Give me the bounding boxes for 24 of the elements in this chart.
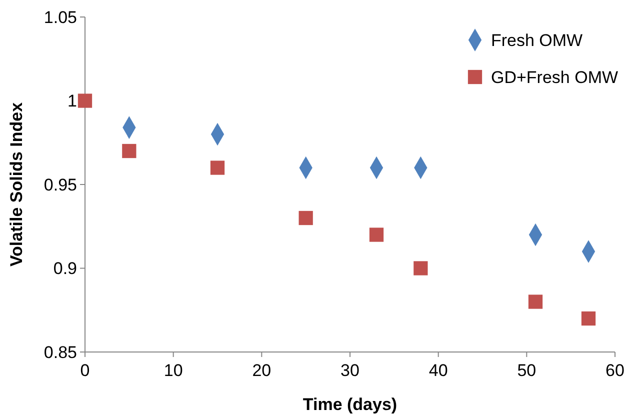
point [122,144,136,158]
y-tick-label: 1 [68,92,77,111]
y-tick-label: 1.05 [44,8,77,27]
point [298,210,313,226]
y-axis-title: Volatile Solids Index [7,102,26,267]
point [78,94,92,108]
x-tick-label: 10 [164,361,183,380]
point [581,311,596,326]
y-tick-label: 0.95 [44,175,77,194]
point [414,261,428,276]
x-tick-label: 60 [606,361,624,380]
x-tick-label: 40 [428,361,448,380]
legend-label: Fresh OMW [491,30,583,50]
y-tick-label: 0.85 [44,342,77,362]
x-tick-label: 0 [80,361,90,380]
y-tick-label: 0.9 [53,259,77,278]
x-tick-label: 30 [340,361,360,380]
legend-label: GD+Fresh OMW [491,68,618,87]
point [528,294,543,309]
point [369,228,384,242]
x-tick-label: 50 [517,361,536,380]
point [210,160,225,175]
x-tick-label: 20 [252,361,272,380]
x-axis-title: Time (days) [302,395,398,414]
